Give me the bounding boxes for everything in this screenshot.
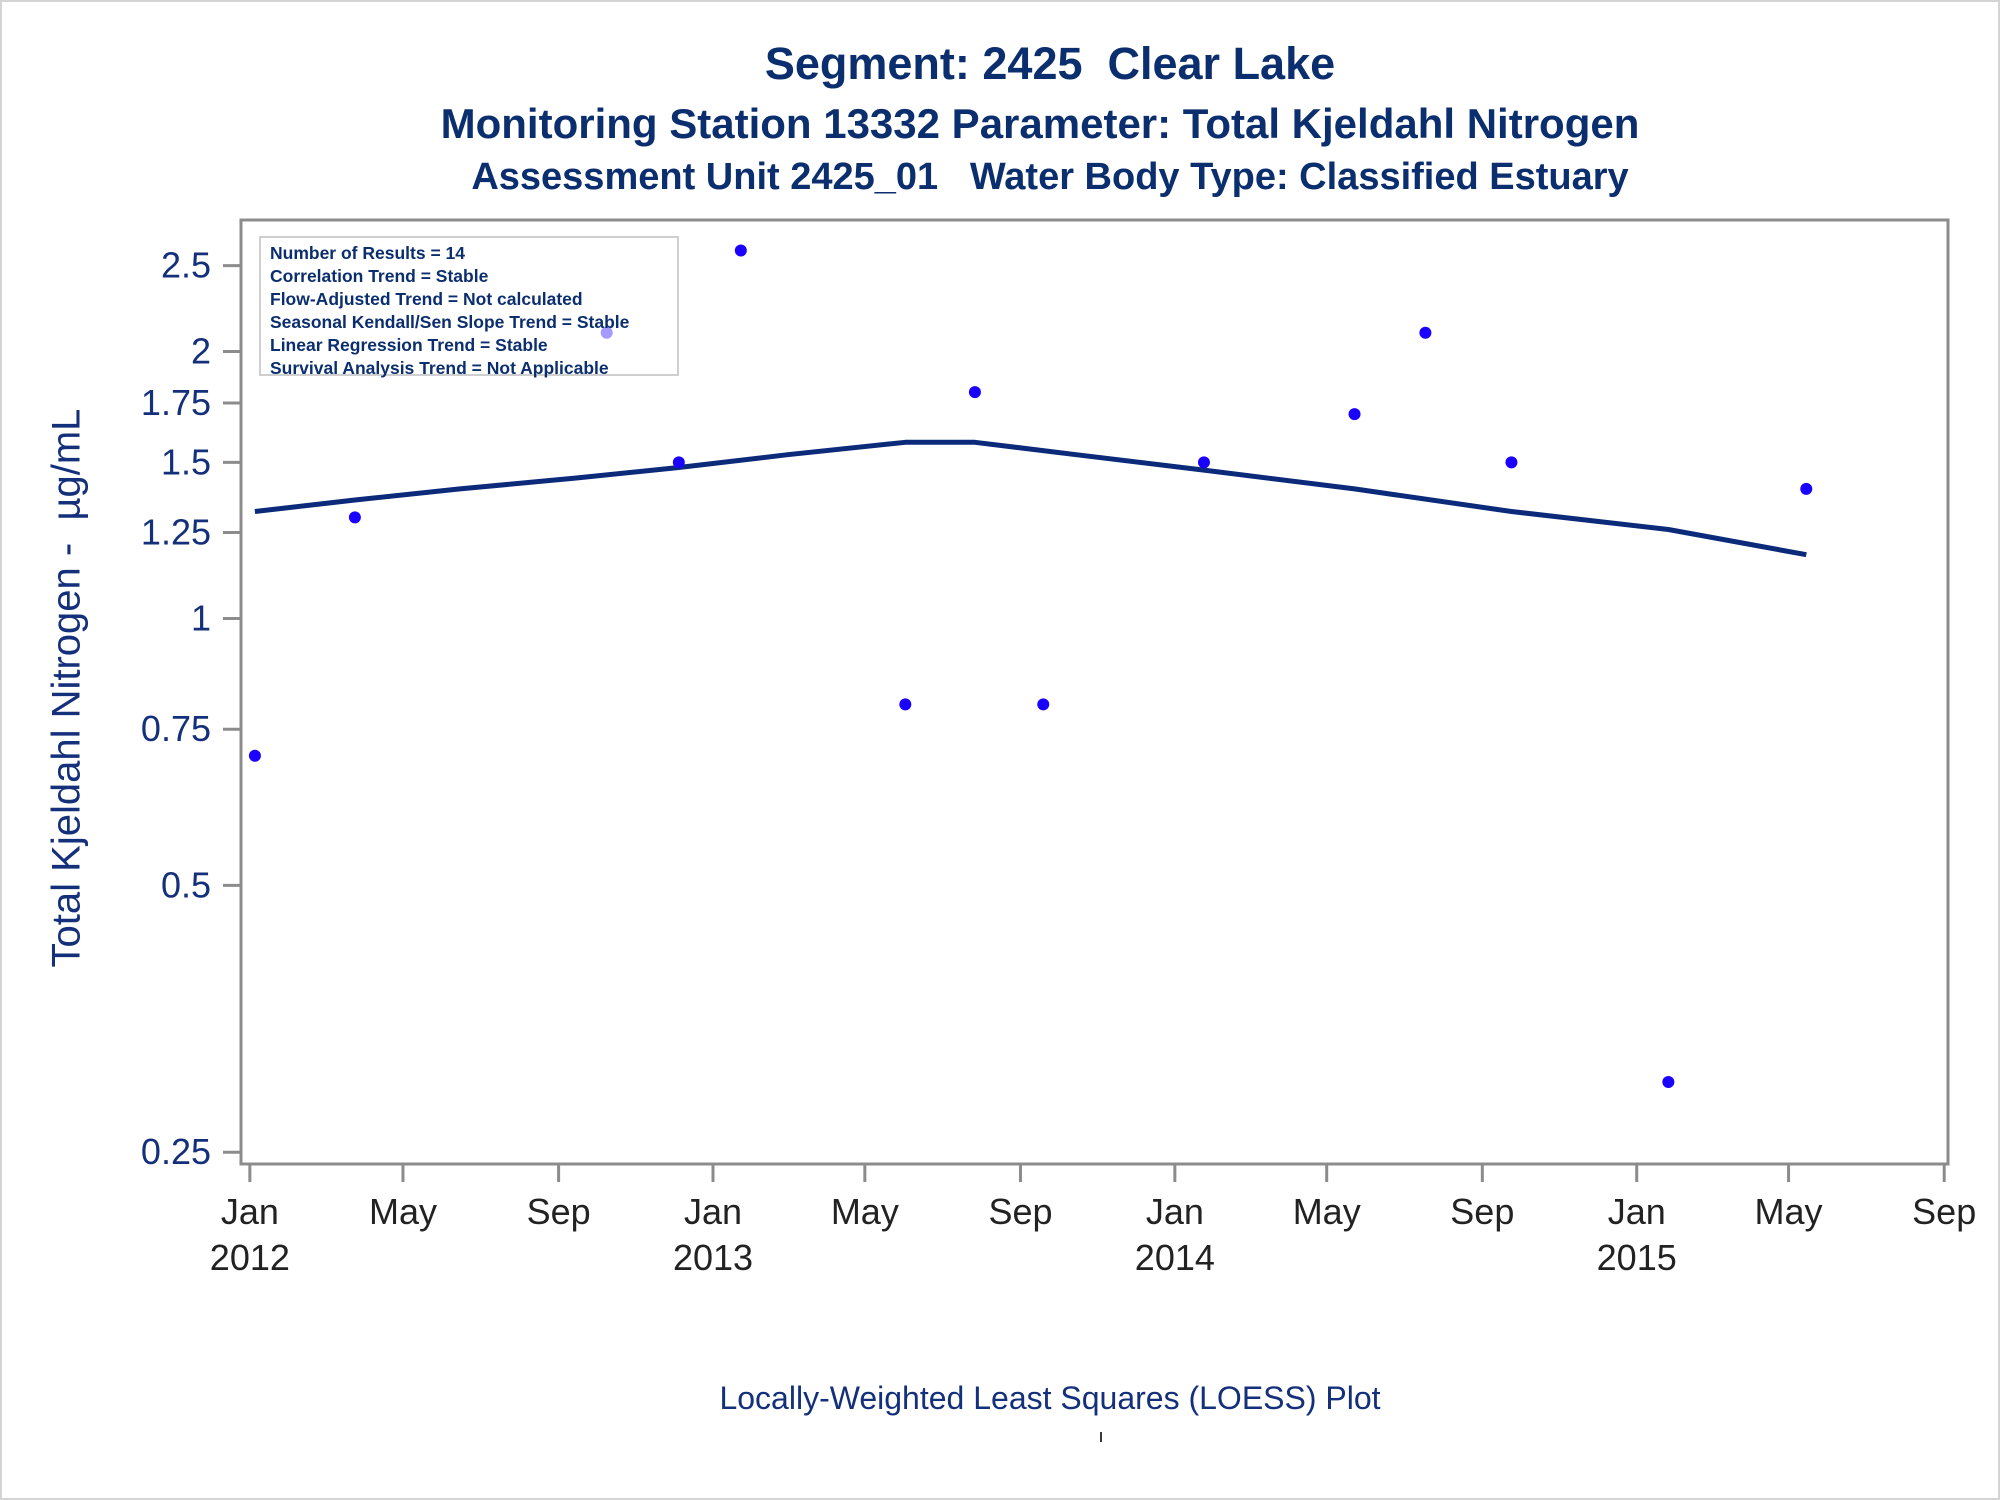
data-point <box>1800 482 1813 495</box>
data-point <box>348 511 361 524</box>
loess-curve-group <box>254 439 1807 558</box>
y-axis-label: Total Kjeldahl Nitrogen - µg/mL <box>44 408 89 968</box>
x-tick-label: Jan <box>684 1191 742 1232</box>
data-point <box>968 386 981 399</box>
plot-footnote: Locally-Weighted Least Squares (LOESS) P… <box>719 1380 1381 1416</box>
y-tick-label: 1.25 <box>141 512 211 553</box>
y-tick-label: 1 <box>191 597 211 638</box>
y-tick-label: 0.25 <box>141 1131 211 1172</box>
data-point <box>1505 456 1518 469</box>
y-tick-label: 0.75 <box>141 708 211 749</box>
data-point <box>672 456 685 469</box>
data-point <box>1037 698 1050 711</box>
x-tick-label: May <box>831 1191 899 1232</box>
data-point <box>1197 456 1210 469</box>
y-tick-label: 2.5 <box>161 245 211 286</box>
x-tick-year-label: 2013 <box>673 1237 753 1278</box>
data-point <box>1662 1076 1675 1089</box>
x-tick-label: Sep <box>1450 1191 1514 1232</box>
x-tick-label: Sep <box>527 1191 591 1232</box>
y-tick-label: 1.75 <box>141 382 211 423</box>
data-point <box>1419 326 1432 339</box>
x-tick-label: May <box>1755 1191 1823 1232</box>
y-tick-label: 2 <box>191 331 211 372</box>
footnote-tick-mark <box>1100 1432 1102 1442</box>
plot-area <box>239 218 1950 1166</box>
stat-correlation-trend: Correlation Trend = Stable <box>270 266 489 286</box>
x-axis: Jan 2012 May Sep Jan 2013 May Sep Jan 2014 May Sep J… <box>210 1164 1976 1278</box>
trend-stats-box: Number of Results = 14 Correlation Trend… <box>259 236 679 378</box>
x-tick-year-label: 2014 <box>1135 1237 1215 1278</box>
data-point <box>1348 408 1361 421</box>
chart-title: Segment: 2425 Clear Lake <box>764 38 1336 89</box>
stat-flow-adjusted-trend: Flow-Adjusted Trend = Not calculated <box>270 289 583 309</box>
x-tick-label: Sep <box>1912 1191 1976 1232</box>
x-tick-label: Jan <box>1608 1191 1666 1232</box>
x-tick-label: Sep <box>988 1191 1052 1232</box>
y-tick-label: 0.5 <box>161 864 211 905</box>
x-tick-label: May <box>369 1191 437 1232</box>
x-tick-label: Jan <box>221 1191 279 1232</box>
x-tick-year-label: 2012 <box>210 1237 290 1278</box>
chart-subtitle-station: Monitoring Station 13332 Parameter: Tota… <box>440 100 1640 147</box>
data-point <box>899 698 912 711</box>
x-tick-label: May <box>1293 1191 1361 1232</box>
data-point <box>248 749 261 762</box>
y-axis: 0.25 0.5 0.75 1 1.25 1.5 1.75 2 2.5 <box>141 245 241 1172</box>
loess-line <box>254 439 1807 558</box>
stat-survival-analysis-trend: Survival Analysis Trend = Not Applicable <box>270 358 609 378</box>
x-tick-label: Jan <box>1146 1191 1204 1232</box>
data-point <box>734 244 747 257</box>
stat-number-of-results: Number of Results = 14 <box>270 243 465 263</box>
x-tick-year-label: 2015 <box>1597 1237 1677 1278</box>
y-tick-label: 1.5 <box>161 441 211 482</box>
stat-linear-regression-trend: Linear Regression Trend = Stable <box>270 335 548 355</box>
chart-subtitle-assessment: Assessment Unit 2425_01 Water Body Type:… <box>471 156 1629 198</box>
stat-seasonal-kendall-trend: Seasonal Kendall/Sen Slope Trend = Stabl… <box>270 312 630 332</box>
